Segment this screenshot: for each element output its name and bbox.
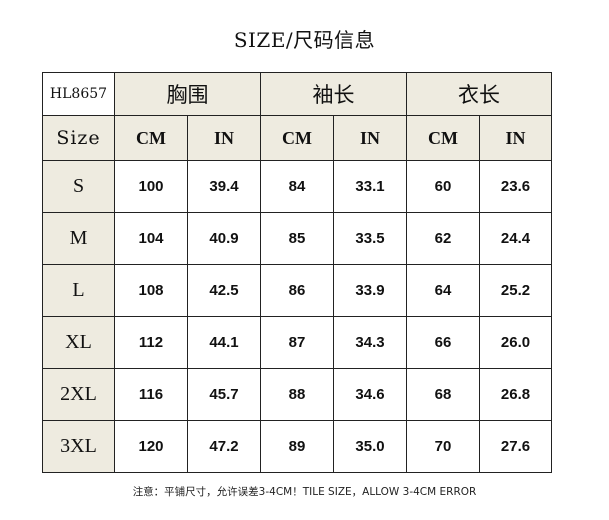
measurement-cell: 85 [260,212,334,265]
measurement-cell: 120 [114,420,188,473]
measurement-cell: 42.5 [187,264,261,317]
measurement-cell: 100 [114,160,188,213]
unit-header: IN [333,115,407,161]
unit-header: CM [406,115,480,161]
table-row: M 104 40.9 85 33.5 62 24.4 [42,212,552,265]
table-row: 3XL 120 47.2 89 35.0 70 27.6 [42,420,552,473]
measurement-cell: 104 [114,212,188,265]
measurement-cell: 44.1 [187,316,261,369]
size-label: L [42,264,115,317]
measurement-cell: 26.8 [479,368,552,421]
measurement-cell: 68 [406,368,480,421]
size-label: 3XL [42,420,115,473]
size-chart-table: HL8657 胸围 袖长 衣长 Size CM IN CM IN CM IN S… [42,72,552,473]
measurement-cell: 112 [114,316,188,369]
group-header-row: HL8657 胸围 袖长 衣长 [42,72,552,116]
measurement-cell: 66 [406,316,480,369]
measurement-cell: 89 [260,420,334,473]
measurement-cell: 33.9 [333,264,407,317]
group-chest: 胸围 [114,72,261,116]
measurement-cell: 60 [406,160,480,213]
measurement-cell: 70 [406,420,480,473]
measurement-cell: 23.6 [479,160,552,213]
measurement-cell: 87 [260,316,334,369]
size-label: M [42,212,115,265]
page-title: SIZE/尺码信息 [233,28,376,52]
product-code: HL8657 [42,72,115,116]
size-label: S [42,160,115,213]
measurement-cell: 84 [260,160,334,213]
table-row: S 100 39.4 84 33.1 60 23.6 [42,160,552,213]
measurement-cell: 39.4 [187,160,261,213]
measurement-cell: 108 [114,264,188,317]
measurement-cell: 116 [114,368,188,421]
measurement-cell: 86 [260,264,334,317]
measurement-cell: 34.6 [333,368,407,421]
size-label: XL [42,316,115,369]
table-row: L 108 42.5 86 33.9 64 25.2 [42,264,552,317]
measurement-cell: 35.0 [333,420,407,473]
unit-header: CM [114,115,188,161]
measurement-cell: 24.4 [479,212,552,265]
measurement-cell: 27.6 [479,420,552,473]
measurement-cell: 40.9 [187,212,261,265]
table-row: 2XL 116 45.7 88 34.6 68 26.8 [42,368,552,421]
table-row: XL 112 44.1 87 34.3 66 26.0 [42,316,552,369]
unit-header-row: Size CM IN CM IN CM IN [42,115,552,161]
measurement-cell: 62 [406,212,480,265]
measurement-cell: 47.2 [187,420,261,473]
size-header: Size [42,115,115,161]
measurement-cell: 33.5 [333,212,407,265]
group-sleeve: 袖长 [260,72,407,116]
measurement-cell: 64 [406,264,480,317]
measurement-cell: 26.0 [479,316,552,369]
measurement-cell: 34.3 [333,316,407,369]
unit-header: IN [187,115,261,161]
measurement-cell: 33.1 [333,160,407,213]
measurement-cell: 25.2 [479,264,552,317]
measurement-cell: 88 [260,368,334,421]
group-length: 衣长 [406,72,552,116]
unit-header: CM [260,115,334,161]
unit-header: IN [479,115,552,161]
measurement-cell: 45.7 [187,368,261,421]
size-label: 2XL [42,368,115,421]
measurement-note: 注意：平铺尺寸，允许误差3-4CM！TILE SIZE，ALLOW 3-4CM … [132,486,477,498]
